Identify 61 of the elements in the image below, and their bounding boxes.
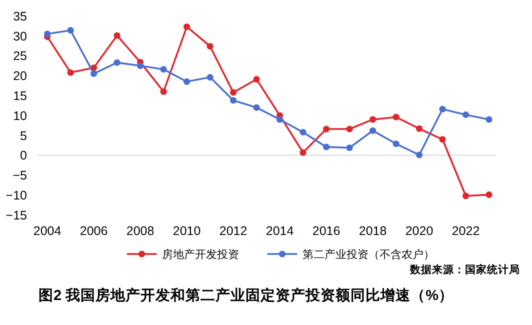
x-tick-label: 2016 xyxy=(312,224,340,238)
point xyxy=(322,144,330,150)
y-tick-label: 15 xyxy=(13,88,28,103)
point xyxy=(392,114,400,120)
point xyxy=(369,127,376,134)
point xyxy=(346,144,353,152)
point xyxy=(416,125,423,132)
point xyxy=(416,152,423,158)
x-tick-label: 2008 xyxy=(126,224,154,238)
y-tick-label: 0 xyxy=(20,148,28,163)
text: 图2 我国房地产开发和第二产业固定资产投资额同比增速（%） xyxy=(38,286,454,304)
y-tick-label: 30 xyxy=(13,29,28,44)
x-tick-label: 2020 xyxy=(405,224,434,238)
x-tick-label: 2022 xyxy=(452,224,480,238)
point xyxy=(206,42,214,50)
y-tick-label: −15 xyxy=(6,208,28,222)
y-tick-label: 35 xyxy=(13,9,28,24)
point xyxy=(486,116,492,123)
legend-label: 房地产开发投资 xyxy=(162,248,239,261)
x-tick-label: 2018 xyxy=(358,224,387,238)
point xyxy=(462,192,470,200)
point xyxy=(206,74,214,81)
point xyxy=(44,30,51,38)
point xyxy=(322,126,330,132)
point xyxy=(462,111,470,118)
point xyxy=(392,140,400,148)
point xyxy=(90,70,98,78)
y-tick-label: −5 xyxy=(12,168,28,183)
y-tick-label: 20 xyxy=(13,69,28,84)
point xyxy=(300,128,306,136)
point xyxy=(67,27,74,34)
point xyxy=(160,66,167,73)
point xyxy=(439,136,446,143)
y-tick-label: 5 xyxy=(20,128,28,143)
point xyxy=(183,78,190,85)
y-tick-label: 25 xyxy=(13,49,28,64)
point xyxy=(439,106,446,112)
x-tick-label: 2012 xyxy=(219,224,248,238)
point xyxy=(114,32,120,39)
y-tick-label: −10 xyxy=(6,188,28,202)
point xyxy=(253,76,260,83)
point xyxy=(300,149,306,156)
point xyxy=(160,88,167,95)
point xyxy=(486,191,492,198)
point xyxy=(136,62,144,70)
source-note: 数据来源：国家统计局 xyxy=(409,263,520,276)
x-tick-label: 2006 xyxy=(80,224,108,238)
point xyxy=(183,23,190,30)
x-tick-label: 2004 xyxy=(33,224,62,238)
y-tick-label: 10 xyxy=(13,108,28,123)
point xyxy=(230,89,237,96)
point xyxy=(253,104,260,111)
point xyxy=(346,126,353,132)
point xyxy=(230,97,237,104)
point xyxy=(67,69,74,76)
point xyxy=(369,116,376,123)
legend-label: 第二产业投资（不含农户） xyxy=(302,248,434,261)
point xyxy=(276,116,284,123)
x-tick-label: 2014 xyxy=(266,224,294,238)
x-tick-label: 2010 xyxy=(172,224,201,238)
point xyxy=(114,59,120,66)
